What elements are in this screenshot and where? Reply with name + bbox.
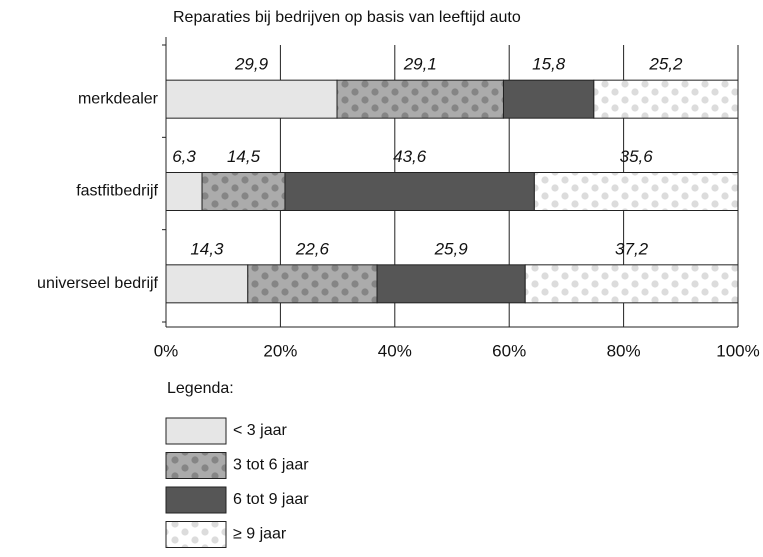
legend-label: 6 tot 9 jaar <box>233 491 309 508</box>
bar-segment <box>593 79 739 119</box>
legend-label: < 3 jaar <box>233 422 287 439</box>
bar-segment <box>165 172 203 211</box>
bar-segment <box>165 264 249 304</box>
value-label: 29,1 <box>403 55 437 74</box>
bar-segment <box>284 172 535 211</box>
value-label: 35,6 <box>620 147 654 166</box>
x-tick-label: 100% <box>716 341 759 360</box>
value-label: 29,9 <box>234 55 269 74</box>
bar-segment <box>524 264 739 304</box>
value-label: 37,2 <box>615 239 649 258</box>
x-tick-label: 20% <box>263 341 297 360</box>
value-label: 22,6 <box>295 239 330 258</box>
x-tick-label: 0% <box>154 341 179 360</box>
bar-segment <box>247 264 378 304</box>
bar-segment <box>533 172 739 211</box>
bar-segment <box>502 79 595 119</box>
legend-label: 3 tot 6 jaar <box>233 457 309 474</box>
chart-title: Reparaties bij bedrijven op basis van le… <box>173 9 521 26</box>
bar-segment <box>165 79 338 119</box>
value-label: 25,9 <box>434 239 469 258</box>
value-label: 43,6 <box>393 147 427 166</box>
y-tick-label: merkdealer <box>78 90 159 107</box>
value-label: 25,2 <box>648 55 683 74</box>
value-label: 14,3 <box>190 239 224 258</box>
value-label: 14,5 <box>227 147 261 166</box>
legend-swatch <box>165 417 227 445</box>
legend-title: Legenda: <box>167 380 234 397</box>
value-label: 6,3 <box>172 147 196 166</box>
x-tick-label: 80% <box>607 341 641 360</box>
y-tick-label: universeel bedrijf <box>37 275 159 292</box>
value-label: 15,8 <box>532 55 566 74</box>
x-tick-label: 40% <box>378 341 412 360</box>
y-tick-label: fastfitbedrijf <box>76 183 158 200</box>
bar-segment <box>376 264 526 304</box>
x-tick-label: 60% <box>492 341 526 360</box>
bar-segment <box>336 79 504 119</box>
legend-swatch <box>165 521 227 548</box>
legend-label: ≥ 9 jaar <box>233 526 287 543</box>
legend-swatch <box>165 452 227 479</box>
legend-swatch <box>165 486 227 514</box>
bar-segment <box>201 172 286 211</box>
